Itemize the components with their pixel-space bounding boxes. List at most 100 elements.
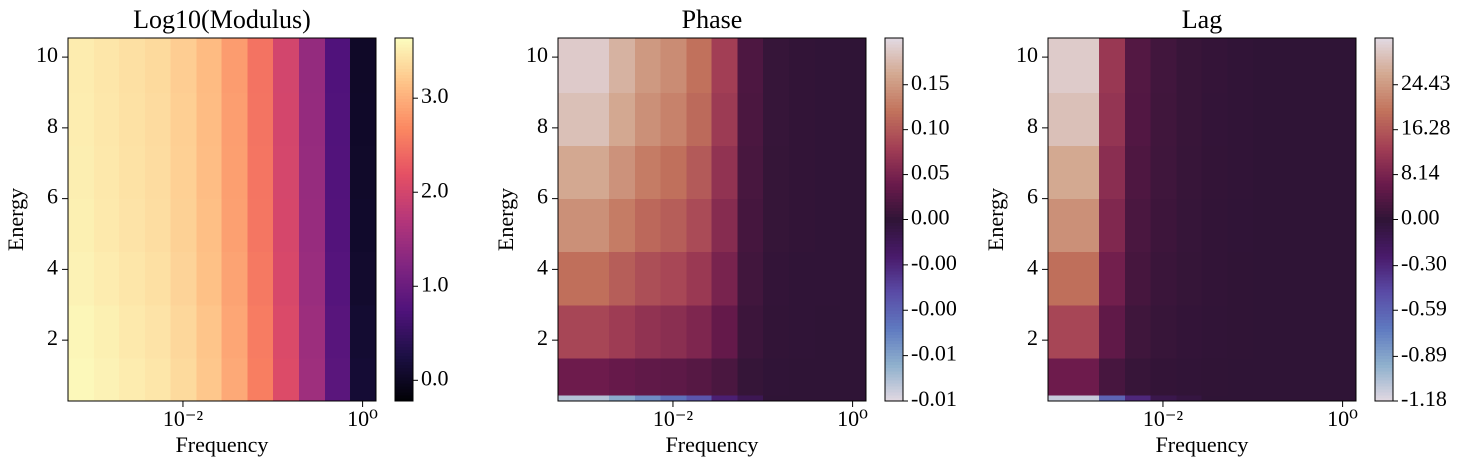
heatmap-cell [1201, 357, 1229, 396]
heatmap-cell [93, 92, 120, 147]
colorbar-step [395, 237, 413, 242]
heatmap-cell [686, 198, 713, 253]
colorbar-step [395, 44, 413, 48]
heatmap-cell [737, 145, 764, 200]
colorbar-step [1375, 47, 1393, 51]
colorbar-step [1375, 119, 1393, 124]
colorbar-step [1375, 355, 1393, 360]
heatmap-cell [762, 394, 790, 402]
colorbar-step [1375, 74, 1393, 78]
colorbar-step [885, 216, 903, 220]
heatmap-cell [558, 38, 585, 93]
colorbar-step [395, 204, 413, 208]
colorbar-step [1375, 252, 1393, 257]
heatmap-cell [635, 145, 661, 200]
heatmap-cell [737, 251, 764, 306]
colorbar-step [885, 304, 903, 308]
colorbar-step [395, 122, 413, 127]
colorbar-step [1375, 168, 1393, 172]
heatmap-cell [196, 357, 223, 396]
heatmap-cell [1099, 198, 1126, 253]
colorbar-step [395, 228, 413, 233]
colorbar-step [885, 89, 903, 93]
heatmap-cell [660, 38, 687, 93]
colorbar-step [885, 143, 903, 148]
x-tick-label: 10⁰ [347, 406, 378, 431]
colorbar-step [885, 149, 903, 154]
heatmap-cell [145, 394, 171, 402]
colorbar-step [885, 186, 903, 190]
heatmap-cell [1252, 251, 1280, 306]
colorbar-step [395, 249, 413, 254]
heatmap-cell [635, 304, 661, 359]
colorbar-step [1375, 222, 1393, 227]
heatmap-cell [119, 304, 146, 359]
colorbar-step [1375, 80, 1393, 84]
heatmap-cell [558, 394, 585, 402]
heatmap-cell [1329, 394, 1357, 402]
heatmap-cell [170, 38, 197, 93]
colorbar-step [1375, 310, 1393, 314]
colorbar-step [885, 134, 903, 139]
colorbar-step [1375, 334, 1393, 338]
colorbar-step [395, 292, 413, 296]
colorbar-step [395, 222, 413, 227]
heatmap-cell [788, 38, 816, 93]
colorbar-step [885, 119, 903, 124]
heatmap-cell [272, 304, 300, 359]
colorbar-step [1375, 62, 1393, 66]
heatmap-cell [814, 198, 841, 253]
heatmap-cell [349, 251, 377, 306]
heatmap-cell [762, 198, 790, 253]
colorbar-step [1375, 195, 1393, 199]
heatmap-cell [1099, 357, 1126, 396]
heatmap-cell [1150, 394, 1177, 402]
colorbar-step [1375, 122, 1393, 127]
heatmap-cell [635, 38, 661, 93]
colorbar-step [885, 219, 903, 224]
colorbar-step [1375, 143, 1393, 148]
colorbar-step [1375, 41, 1393, 45]
heatmap-cell [324, 251, 351, 306]
plot-frame [1047, 37, 1357, 402]
colorbar-step [885, 267, 903, 272]
colorbar-step [1375, 59, 1393, 63]
colorbar-step [885, 83, 903, 87]
heatmap-cell [737, 92, 764, 147]
heatmap-cell [1304, 92, 1331, 147]
heatmap-cell [609, 145, 636, 200]
colorbar-step [885, 116, 903, 121]
heatmap-cell [1048, 92, 1075, 147]
colorbar-step [885, 152, 903, 157]
heatmap-cell [68, 198, 95, 253]
colorbar-step [885, 77, 903, 81]
heatmap-cell [1099, 251, 1126, 306]
colorbar-step [885, 316, 903, 320]
colorbar-step [1375, 113, 1393, 118]
colorbar-step [395, 343, 413, 348]
colorbar-step [395, 379, 413, 384]
colorbar-step [885, 122, 903, 127]
colorbar-step [1375, 316, 1393, 320]
colorbar-step [1375, 198, 1393, 202]
colorbar-step [885, 337, 903, 341]
colorbar-step [395, 394, 413, 399]
colorbar-tick-label: 2.0 [421, 177, 449, 202]
heatmap-cell [145, 251, 171, 306]
heatmap-cell [737, 38, 764, 93]
colorbar-step [885, 68, 903, 72]
colorbar-step [395, 334, 413, 338]
heatmap-cell [1304, 304, 1331, 359]
colorbar-step [885, 334, 903, 338]
heatmap-cell [1329, 304, 1357, 359]
heatmap-cell [1227, 145, 1254, 200]
heatmap-cell [1099, 304, 1126, 359]
colorbar-step [1375, 276, 1393, 281]
heatmap-cell [1329, 145, 1357, 200]
colorbar-step [885, 195, 903, 199]
colorbar-tick-label: -0.00 [911, 250, 957, 275]
colorbar-step [395, 246, 413, 251]
colorbar-step [885, 391, 903, 396]
heatmap-cell [558, 145, 585, 200]
heatmap-cell [68, 394, 95, 402]
